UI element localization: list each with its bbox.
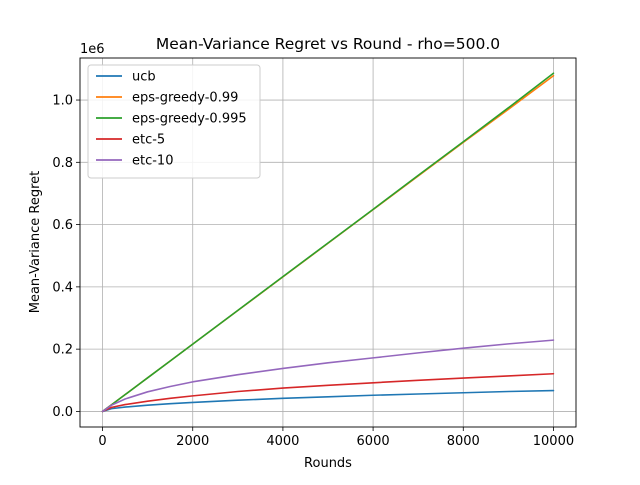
axes-frame xyxy=(79,57,577,428)
chart-title: Mean-Variance Regret vs Round - rho=500.… xyxy=(156,35,500,53)
y-axis-label: Mean-Variance Regret xyxy=(28,171,43,314)
y-tick-label: 0.4 xyxy=(52,280,73,295)
x-tick-label: 10000 xyxy=(533,434,574,449)
y-tick-label: 0.6 xyxy=(52,218,73,233)
series-line-eps-greedy-0.995 xyxy=(101,72,555,413)
legend: ucb eps-greedy-0.99 eps-greedy-0.995 etc-5 e… xyxy=(87,64,261,179)
y-tick-label: 0.0 xyxy=(52,405,73,420)
series-lines xyxy=(101,72,555,413)
legend-entry-label: etc-10 xyxy=(132,154,173,169)
legend-entry-label: eps-greedy-0.995 xyxy=(132,112,247,127)
x-tick-label: 0 xyxy=(98,434,106,449)
series-line-etc-5 xyxy=(101,372,555,413)
y-tick-label: 0.8 xyxy=(52,156,73,171)
legend-box xyxy=(87,64,261,179)
x-axis-label: Rounds xyxy=(304,456,352,471)
legend-entry-label: etc-5 xyxy=(132,133,165,148)
series-line-etc-10 xyxy=(101,339,555,413)
legend-entry-label: eps-greedy-0.99 xyxy=(132,91,238,106)
x-tick-label: 2000 xyxy=(176,434,209,449)
x-tick-label: 4000 xyxy=(266,434,299,449)
series-line-ucb xyxy=(101,389,555,413)
x-axis-ticks: 0 2000 4000 6000 8000 10000 xyxy=(98,427,574,449)
y-tick-label: 1.0 xyxy=(52,94,73,109)
grid xyxy=(80,58,576,427)
y-axis-ticks: 0.0 0.2 0.4 0.6 0.8 1.0 xyxy=(52,94,80,420)
legend-entry-label: ucb xyxy=(132,70,156,85)
x-tick-label: 8000 xyxy=(447,434,480,449)
y-tick-label: 0.2 xyxy=(52,343,73,358)
y-axis-offset-label: 1e6 xyxy=(80,42,105,57)
x-tick-label: 6000 xyxy=(357,434,390,449)
